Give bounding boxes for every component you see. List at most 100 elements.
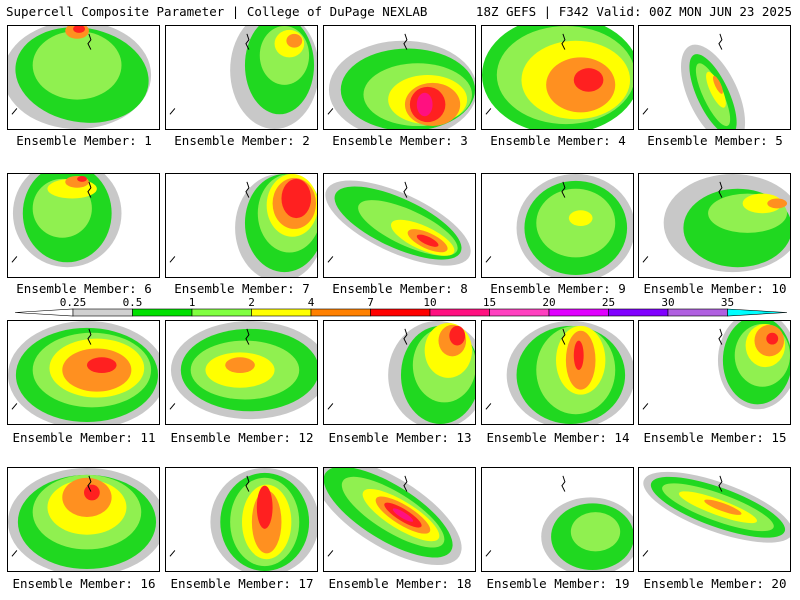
colorbar-segment: [310, 308, 371, 317]
colorbar-tick-label: 4: [308, 296, 315, 309]
scp-contour-yellow: [568, 210, 593, 226]
ensemble-member-label: Ensemble Member: 1: [16, 133, 152, 148]
ensemble-member-label: Ensemble Member: 14: [486, 430, 630, 445]
scp-field-map: [642, 174, 790, 273]
coastline: [169, 328, 250, 410]
scp-field-map: [8, 321, 159, 424]
scp-field-map: [485, 321, 633, 424]
scp-contour-red: [449, 325, 466, 346]
coastline: [327, 181, 408, 263]
scp-contour-red: [573, 340, 584, 371]
colorbar-tick-label: 25: [602, 296, 615, 309]
ensemble-panel: [7, 173, 160, 278]
scp-contour-magenta: [416, 92, 433, 117]
ensemble-panel: [638, 320, 791, 425]
scp-contour-orange: [712, 75, 723, 94]
ensemble-panel: [638, 25, 791, 130]
scp-contour-lightgreen: [32, 30, 122, 100]
coastline: [642, 181, 723, 263]
colorbar-segment: [132, 308, 193, 317]
colorbar-tick-label: 10: [423, 296, 436, 309]
colorbar-segment: [429, 308, 490, 317]
ensemble-panel: [165, 25, 318, 130]
ensemble-panel: [481, 320, 634, 425]
colorbar-tick-label: 0.25: [60, 296, 87, 309]
scp-field-map: [485, 475, 633, 571]
ensemble-panel: [323, 467, 476, 572]
coastline: [485, 328, 566, 410]
ensemble-member-label: Ensemble Member: 2: [174, 133, 310, 148]
coastline: [485, 475, 566, 557]
ensemble-member-label: Ensemble Member: 15: [643, 430, 787, 445]
scp-contour-red: [416, 234, 439, 247]
colorbar-segment: [489, 308, 550, 317]
ensemble-panel: [481, 173, 634, 278]
scp-contour-orange: [286, 33, 303, 48]
scp-contour-red: [256, 485, 273, 529]
scp-field-map: [169, 26, 317, 129]
scp-contour-red: [766, 332, 779, 345]
colorbar-left-arrow: [14, 308, 74, 317]
colorbar-segment: [667, 308, 728, 317]
colorbar-tick-label: 35: [721, 296, 734, 309]
coastline: [169, 475, 250, 557]
ensemble-member-label: Ensemble Member: 9: [490, 281, 626, 296]
scp-contour-yellow: [706, 71, 726, 108]
header-valid-time: 18Z GEFS | F342 Valid: 00Z MON JUN 23 20…: [475, 4, 792, 19]
scp-contour-red: [86, 357, 117, 373]
scp-contour-orange: [704, 499, 742, 515]
ensemble-panel: [165, 173, 318, 278]
coastline: [169, 181, 250, 263]
ensemble-member-label: Ensemble Member: 3: [332, 133, 468, 148]
ensemble-panel: [638, 173, 791, 278]
scp-contour-red: [77, 175, 87, 182]
scp-contour-red: [83, 484, 100, 501]
scp-field-map: [642, 471, 790, 557]
colorbar-tick-label: 15: [483, 296, 496, 309]
colorbar-tick-label: 1: [189, 296, 196, 309]
ensemble-member-label: Ensemble Member: 12: [170, 430, 314, 445]
ensemble-member-label: Ensemble Member: 11: [12, 430, 156, 445]
scp-field-map: [327, 33, 475, 129]
colorbar-tick-label: 20: [542, 296, 555, 309]
ensemble-panel: [323, 320, 476, 425]
ensemble-member-label: Ensemble Member: 16: [12, 576, 156, 591]
coastline: [11, 475, 92, 557]
scp-contour-lightgreen: [570, 512, 621, 552]
coastline: [11, 181, 92, 263]
coastline: [485, 181, 566, 263]
colorbar-segment: [548, 308, 609, 317]
ensemble-panel: [7, 467, 160, 572]
coastline: [11, 33, 92, 115]
coastline: [327, 33, 408, 115]
ensemble-member-label: Ensemble Member: 6: [16, 281, 152, 296]
scp-field-map: [8, 468, 159, 571]
colorbar-segment: [608, 308, 669, 317]
coastline: [169, 33, 250, 115]
scp-contour-magenta: [392, 508, 414, 522]
scp-contour-orange: [767, 198, 788, 209]
coastline: [327, 475, 408, 557]
coastline: [327, 328, 408, 410]
scp-field-map: [169, 174, 317, 277]
scp-field-map: [485, 174, 633, 277]
ensemble-panel: [165, 467, 318, 572]
scp-field-map: [642, 33, 746, 129]
ensemble-panel: [323, 25, 476, 130]
scp-field-map: [482, 26, 633, 129]
ensemble-panel: [165, 320, 318, 425]
colorbar-tick-label: 7: [367, 296, 374, 309]
scp-contour-red: [281, 178, 312, 219]
ensemble-member-label: Ensemble Member: 20: [643, 576, 787, 591]
scp-field-map: [169, 321, 317, 420]
scp-field-map: [169, 468, 317, 571]
scp-field-map: [642, 321, 790, 410]
coastline: [11, 328, 92, 410]
scp-contour-yellow: [742, 193, 783, 214]
ensemble-panel: [323, 173, 476, 278]
scp-field-map: [8, 26, 152, 129]
ensemble-member-label: Ensemble Member: 19: [486, 576, 630, 591]
ensemble-member-label: Ensemble Member: 7: [174, 281, 310, 296]
coastline: [485, 33, 566, 115]
ensemble-member-label: Ensemble Member: 10: [643, 281, 787, 296]
